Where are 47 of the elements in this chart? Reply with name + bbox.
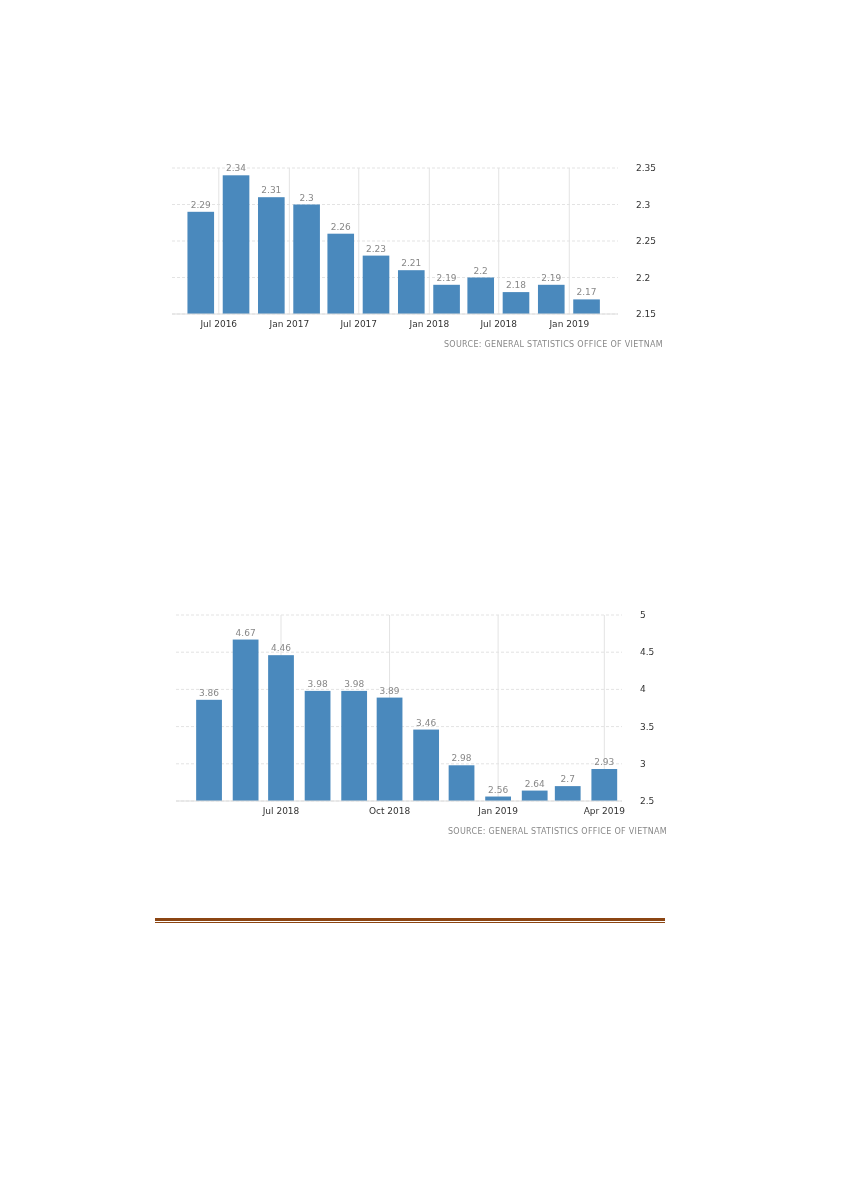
data-label: 2.98 — [451, 753, 472, 764]
data-label: 2.19 — [541, 272, 562, 283]
x-tick-label: Jul 2018 — [479, 319, 518, 329]
data-label: 2.29 — [190, 199, 212, 210]
y-tick-label: 2.15 — [636, 309, 657, 319]
y-tick-label: 5 — [640, 610, 646, 620]
x-tick-label: Jan 2019 — [477, 806, 519, 816]
data-label: 2.7 — [560, 774, 575, 785]
x-tick-label: Jan 2018 — [408, 319, 450, 329]
data-label: 2.93 — [594, 757, 615, 768]
data-label: 2.31 — [261, 185, 282, 196]
y-tick-label: 2.35 — [636, 163, 657, 173]
data-label: 3.89 — [379, 685, 400, 696]
y-tick-label: 2.25 — [636, 236, 657, 246]
data-label: 2.17 — [576, 287, 597, 298]
x-tick-label: Jan 2019 — [548, 319, 590, 329]
x-tick-label: Jul 2018 — [261, 806, 300, 816]
data-label: 3.98 — [344, 678, 365, 689]
data-label: 2.34 — [226, 163, 247, 174]
source-note: SOURCE: GENERAL STATISTICS OFFICE OF VIETNAM — [443, 340, 663, 349]
data-label: 4.67 — [235, 627, 256, 638]
data-label: 3.98 — [307, 678, 328, 689]
y-tick-label: 3 — [640, 758, 646, 769]
source-note: SOURCE: GENERAL STATISTICS OFFICE OF VIETNAM — [447, 827, 667, 836]
x-tick-label: Oct 2018 — [368, 806, 411, 816]
data-label: 2.19 — [436, 272, 457, 283]
data-label: 2.3 — [299, 192, 314, 203]
x-tick-label: Apr 2019 — [583, 806, 626, 816]
y-tick-label: 4 — [640, 684, 646, 695]
y-tick-label: 2.2 — [636, 272, 651, 283]
data-label: 3.46 — [416, 717, 437, 728]
y-tick-label: 2.3 — [636, 199, 651, 210]
data-label: 2.64 — [524, 778, 545, 789]
data-label: 3.86 — [199, 687, 220, 698]
data-label: 2.2 — [473, 265, 488, 276]
y-tick-label: 4.5 — [640, 647, 655, 658]
data-label: 2.23 — [365, 243, 387, 254]
y-tick-label: 2.5 — [640, 796, 655, 806]
x-tick-label: Jul 2016 — [199, 319, 238, 329]
data-label: 2.21 — [401, 258, 422, 269]
data-label: 2.56 — [488, 784, 509, 795]
y-tick-label: 3.5 — [640, 721, 655, 732]
data-label: 2.26 — [330, 221, 352, 232]
x-tick-label: Jan 2017 — [268, 319, 310, 329]
x-tick-label: Jul 2017 — [339, 319, 378, 329]
data-label: 4.46 — [270, 643, 292, 654]
data-label: 2.18 — [505, 280, 527, 291]
